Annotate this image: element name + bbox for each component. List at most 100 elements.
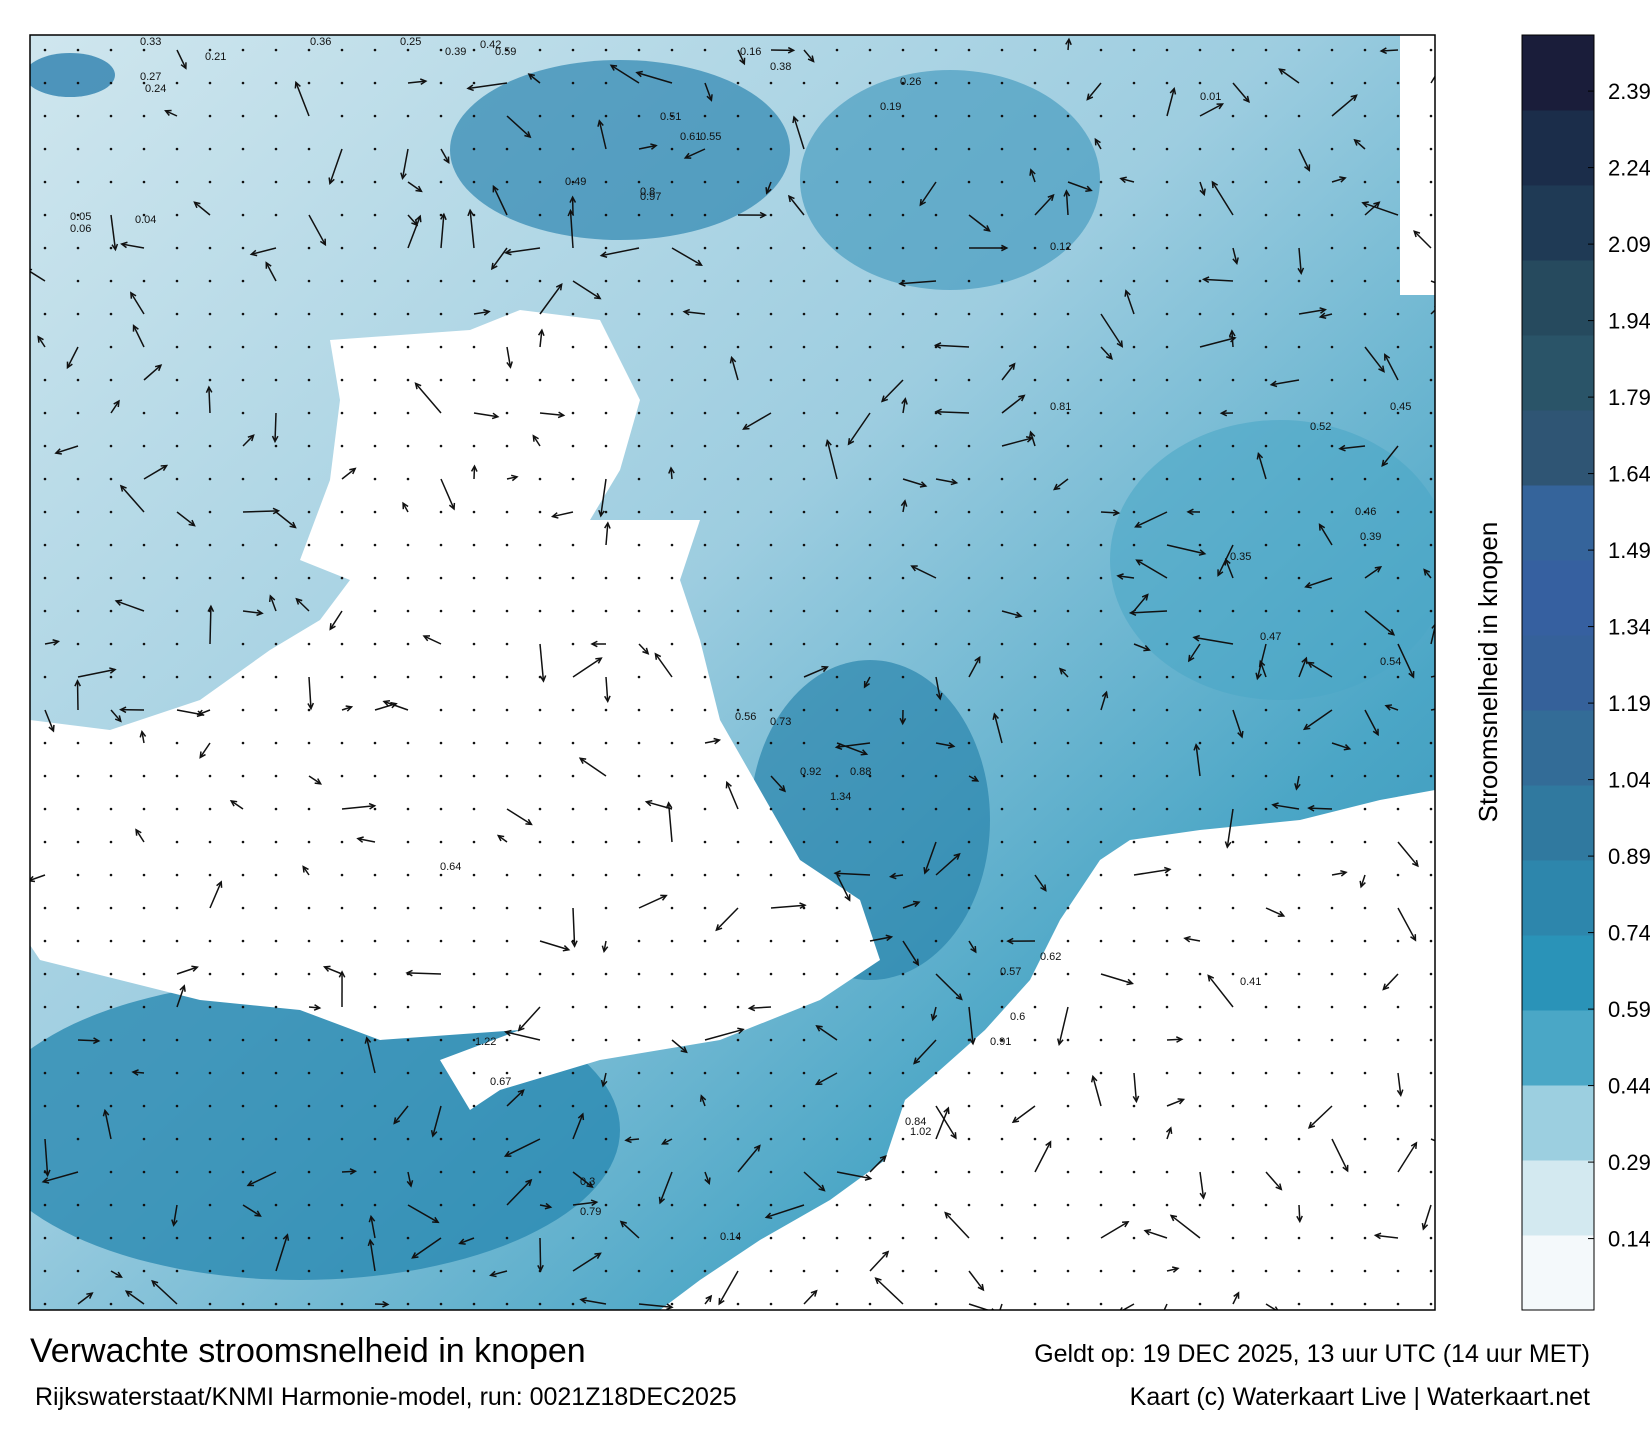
grid-dot xyxy=(110,742,113,745)
grid-dot xyxy=(110,808,113,811)
grid-dot xyxy=(1034,478,1037,481)
grid-dot xyxy=(836,940,839,943)
grid-dot xyxy=(407,115,410,118)
grid-dot xyxy=(836,841,839,844)
grid-dot xyxy=(1397,808,1400,811)
grid-dot xyxy=(1331,49,1334,52)
grid-dot xyxy=(77,115,80,118)
grid-dot xyxy=(704,544,707,547)
grid-dot xyxy=(869,247,872,250)
grid-dot xyxy=(176,1237,179,1240)
grid-dot xyxy=(1265,610,1268,613)
grid-dot xyxy=(1001,874,1004,877)
grid-dot xyxy=(473,841,476,844)
grid-dot xyxy=(242,214,245,217)
grid-dot xyxy=(638,610,641,613)
grid-dot xyxy=(968,280,971,283)
grid-dot xyxy=(902,1138,905,1141)
colorbar-tick-label: 0.14 xyxy=(1608,1227,1650,1252)
grid-dot xyxy=(1265,1039,1268,1042)
grid-dot xyxy=(1133,676,1136,679)
grid-dot xyxy=(275,544,278,547)
grid-dot xyxy=(308,577,311,580)
grid-dot xyxy=(341,874,344,877)
grid-dot xyxy=(572,313,575,316)
grid-dot xyxy=(539,973,542,976)
grid-dot xyxy=(1298,1237,1301,1240)
grid-dot xyxy=(1331,247,1334,250)
grid-dot xyxy=(110,280,113,283)
grid-dot xyxy=(440,115,443,118)
grid-dot xyxy=(572,1303,575,1306)
grid-dot xyxy=(869,1237,872,1240)
grid-dot xyxy=(1298,214,1301,217)
grid-dot xyxy=(869,379,872,382)
grid-dot xyxy=(1430,49,1433,52)
grid-dot xyxy=(935,379,938,382)
grid-dot xyxy=(1001,115,1004,118)
grid-dot xyxy=(935,148,938,151)
grid-dot xyxy=(209,181,212,184)
grid-dot xyxy=(1430,445,1433,448)
grid-dot xyxy=(902,973,905,976)
grid-dot xyxy=(1067,544,1070,547)
colorbar-band xyxy=(1522,485,1594,561)
grid-dot xyxy=(1232,676,1235,679)
grid-dot xyxy=(308,1237,311,1240)
grid-dot xyxy=(836,808,839,811)
grid-dot xyxy=(1100,808,1103,811)
grid-dot xyxy=(407,1270,410,1273)
grid-dot xyxy=(1364,1039,1367,1042)
grid-dot xyxy=(836,577,839,580)
grid-dot xyxy=(1331,280,1334,283)
grid-dot xyxy=(242,1039,245,1042)
grid-dot xyxy=(803,412,806,415)
grid-dot xyxy=(902,1105,905,1108)
grid-dot xyxy=(968,577,971,580)
grid-dot xyxy=(1265,1072,1268,1075)
grid-dot xyxy=(935,511,938,514)
grid-dot xyxy=(77,577,80,580)
grid-dot xyxy=(44,577,47,580)
grid-dot xyxy=(341,247,344,250)
grid-dot xyxy=(143,1105,146,1108)
sea-patch xyxy=(25,53,115,97)
grid-dot xyxy=(539,1072,542,1075)
grid-dot xyxy=(1397,874,1400,877)
colorbar-band xyxy=(1522,860,1594,936)
grid-dot xyxy=(308,1138,311,1141)
grid-dot xyxy=(704,709,707,712)
grid-dot xyxy=(374,115,377,118)
grid-dot xyxy=(1331,82,1334,85)
grid-dot xyxy=(440,1072,443,1075)
grid-dot xyxy=(902,181,905,184)
grid-dot xyxy=(638,742,641,745)
grid-dot xyxy=(308,379,311,382)
grid-dot xyxy=(341,49,344,52)
grid-dot xyxy=(803,577,806,580)
grid-dot xyxy=(110,115,113,118)
grid-dot xyxy=(44,610,47,613)
current-label: 0.35 xyxy=(1230,551,1251,563)
grid-dot xyxy=(176,445,179,448)
grid-dot xyxy=(1331,643,1334,646)
colorbar-tick-label: 1.79 xyxy=(1608,385,1650,410)
grid-dot xyxy=(374,379,377,382)
grid-dot xyxy=(836,1006,839,1009)
grid-dot xyxy=(704,907,707,910)
grid-dot xyxy=(968,379,971,382)
grid-dot xyxy=(770,544,773,547)
grid-dot xyxy=(242,643,245,646)
grid-dot xyxy=(1298,1303,1301,1306)
grid-dot xyxy=(671,544,674,547)
grid-dot xyxy=(44,148,47,151)
colorbar-tick-label: 2.09 xyxy=(1608,232,1650,257)
grid-dot xyxy=(869,1105,872,1108)
grid-dot xyxy=(836,973,839,976)
grid-dot xyxy=(836,1237,839,1240)
colorbar-band xyxy=(1522,410,1594,486)
grid-dot xyxy=(110,1039,113,1042)
grid-dot xyxy=(869,478,872,481)
grid-dot xyxy=(1199,577,1202,580)
grid-dot xyxy=(1067,1171,1070,1174)
